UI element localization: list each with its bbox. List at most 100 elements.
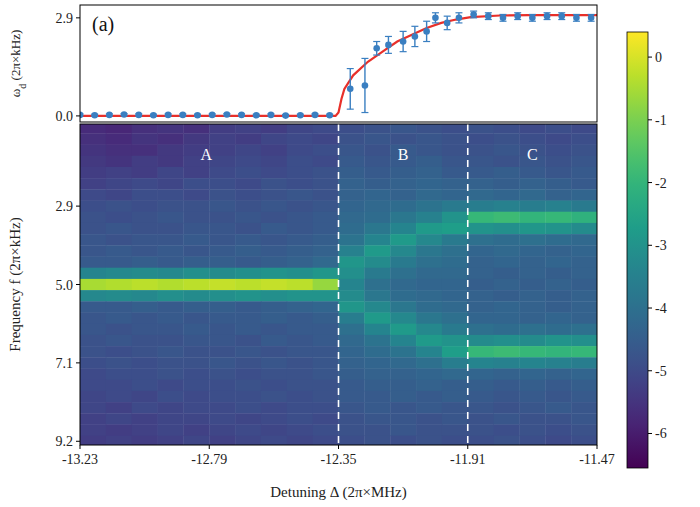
- heatmap-cell: [339, 391, 365, 403]
- heatmap-cell: [80, 124, 106, 134]
- heatmap-cell: [571, 133, 597, 145]
- heatmap-cell: [571, 201, 597, 213]
- heatmap-cell: [416, 402, 442, 414]
- heatmap-cell: [442, 290, 468, 302]
- heatmap-cell: [416, 124, 442, 134]
- heatmap-cell: [158, 290, 184, 302]
- heatmap-cell: [132, 312, 158, 324]
- data-point: [373, 45, 380, 52]
- heatmap-cell: [390, 436, 416, 445]
- heatmap-cell: [261, 357, 287, 369]
- heatmap-cell: [261, 279, 287, 291]
- heatmap-cell: [158, 346, 184, 358]
- data-point: [91, 112, 98, 119]
- heatmap-cell: [545, 413, 571, 425]
- heatmap-cell: [183, 133, 209, 145]
- heatmap-cell: [416, 324, 442, 336]
- heatmap-cell: [287, 413, 313, 425]
- heatmap-cell: [261, 268, 287, 280]
- heatmap-cell: [468, 346, 494, 358]
- heatmap-cell: [313, 368, 339, 380]
- heatmap-cell: [519, 133, 545, 145]
- heatmap-cell: [442, 257, 468, 269]
- heatmap-cell: [442, 402, 468, 414]
- heatmap-cell: [80, 357, 106, 369]
- heatmap-cell: [571, 346, 597, 358]
- heatmap-cell: [364, 167, 390, 179]
- heatmap-cell: [106, 324, 132, 336]
- heatmap-cell: [235, 234, 261, 246]
- heatmap-cell: [339, 133, 365, 145]
- data-point: [544, 13, 551, 20]
- heatmap-cell: [261, 189, 287, 201]
- heatmap-cell: [80, 145, 106, 157]
- heatmap-cell: [494, 124, 520, 134]
- heatmap-cell: [519, 402, 545, 414]
- heatmap-cell: [364, 301, 390, 313]
- heatmap-cell: [209, 312, 235, 324]
- heatmap-cell: [442, 178, 468, 190]
- heatmap-cell: [158, 368, 184, 380]
- heatmap-cell: [390, 245, 416, 257]
- heatmap-cell: [442, 301, 468, 313]
- heatmap-cell: [235, 424, 261, 436]
- heatmap-cell: [313, 279, 339, 291]
- heatmap-cell: [313, 312, 339, 324]
- heatmap-cell: [261, 145, 287, 157]
- heatmap-cell: [132, 201, 158, 213]
- heatmap-cell: [132, 145, 158, 157]
- error-bar: [529, 14, 536, 21]
- y-tick: [76, 206, 80, 207]
- heatmap-cell: [468, 335, 494, 347]
- panel-label: (a): [92, 13, 114, 36]
- heatmap-cell: [287, 133, 313, 145]
- heatmap-cell: [339, 380, 365, 392]
- heatmap-cell: [545, 324, 571, 336]
- heatmap-cell: [416, 279, 442, 291]
- heatmap-cell: [545, 167, 571, 179]
- error-bar: [544, 13, 551, 20]
- heatmap-cell: [80, 436, 106, 445]
- heatmap-cell: [209, 424, 235, 436]
- heatmap-cell: [313, 167, 339, 179]
- heatmap-cell: [519, 301, 545, 313]
- heatmap-cell: [261, 424, 287, 436]
- heatmap-cell: [313, 212, 339, 224]
- heatmap-cell: [209, 290, 235, 302]
- heatmap-cell: [287, 357, 313, 369]
- heatmap-cell: [416, 391, 442, 403]
- heatmap-cell: [158, 391, 184, 403]
- heatmap-cell: [287, 436, 313, 445]
- heatmap-cell: [261, 402, 287, 414]
- heatmap-cell: [339, 212, 365, 224]
- heatmap-cell: [364, 212, 390, 224]
- heatmap-cell: [390, 413, 416, 425]
- heatmap-cell: [390, 402, 416, 414]
- heatmap-cell: [209, 279, 235, 291]
- heatmap-cell: [235, 178, 261, 190]
- heatmap-cell: [442, 357, 468, 369]
- heatmap-cell: [132, 357, 158, 369]
- heatmap-cell: [545, 301, 571, 313]
- heatmap-cell: [209, 245, 235, 257]
- heatmap-cell: [209, 167, 235, 179]
- heatmap-cell: [313, 424, 339, 436]
- heatmap-cell: [339, 368, 365, 380]
- heatmap-cell: [313, 178, 339, 190]
- heatmap-cell: [364, 279, 390, 291]
- data-point: [423, 28, 430, 35]
- heatmap-cell: [209, 223, 235, 235]
- heatmap-cell: [364, 335, 390, 347]
- heatmap-cell: [468, 212, 494, 224]
- heatmap-cell: [494, 391, 520, 403]
- error-bar: [385, 36, 392, 53]
- heatmap-cell: [158, 178, 184, 190]
- heatmap-cell: [261, 335, 287, 347]
- heatmap-cell: [209, 133, 235, 145]
- heatmap-cell: [545, 357, 571, 369]
- heatmap-cell: [468, 424, 494, 436]
- error-bar: [347, 69, 354, 110]
- y-tick-label: 2.9: [56, 199, 74, 214]
- heatmap-cell: [339, 189, 365, 201]
- heatmap-cell: [106, 234, 132, 246]
